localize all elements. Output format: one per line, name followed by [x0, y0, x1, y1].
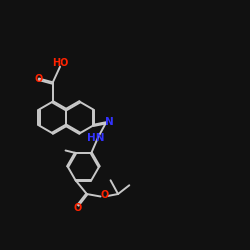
Text: N: N — [104, 117, 113, 127]
Text: HN: HN — [87, 133, 104, 143]
Text: HO: HO — [52, 58, 68, 68]
Text: O: O — [100, 190, 108, 200]
Text: O: O — [74, 203, 82, 213]
Text: O: O — [34, 74, 43, 84]
